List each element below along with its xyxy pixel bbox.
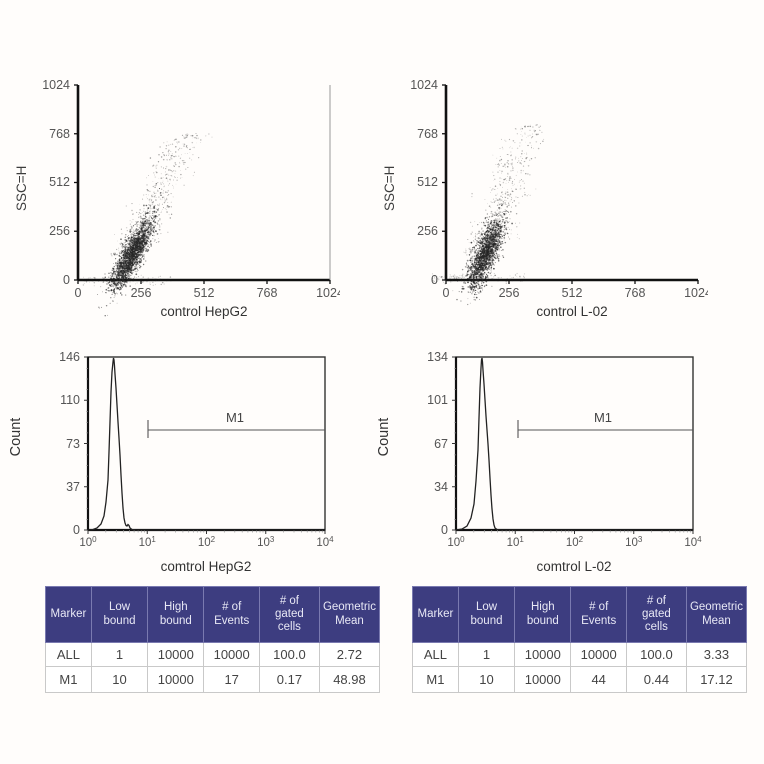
svg-text:control HepG2: control HepG2 (160, 304, 247, 319)
svg-text:256: 256 (131, 286, 152, 300)
svg-text:1024: 1024 (42, 78, 70, 92)
svg-text:512: 512 (562, 286, 583, 300)
svg-text:1024: 1024 (410, 78, 438, 92)
svg-text:control L-02: control L-02 (536, 304, 607, 319)
svg-text:768: 768 (625, 286, 646, 300)
svg-text:256: 256 (417, 224, 438, 238)
svg-text:1024: 1024 (316, 286, 340, 300)
svg-text:256: 256 (49, 224, 70, 238)
svg-text:512: 512 (194, 286, 215, 300)
svg-text:512: 512 (49, 175, 70, 189)
svg-text:0: 0 (63, 273, 70, 287)
svg-text:768: 768 (49, 127, 70, 141)
svg-text:1024: 1024 (684, 286, 708, 300)
svg-text:768: 768 (257, 286, 278, 300)
svg-text:0: 0 (75, 286, 82, 300)
svg-text:512: 512 (417, 175, 438, 189)
svg-text:768: 768 (417, 127, 438, 141)
svg-text:0: 0 (443, 286, 450, 300)
svg-text:256: 256 (499, 286, 520, 300)
